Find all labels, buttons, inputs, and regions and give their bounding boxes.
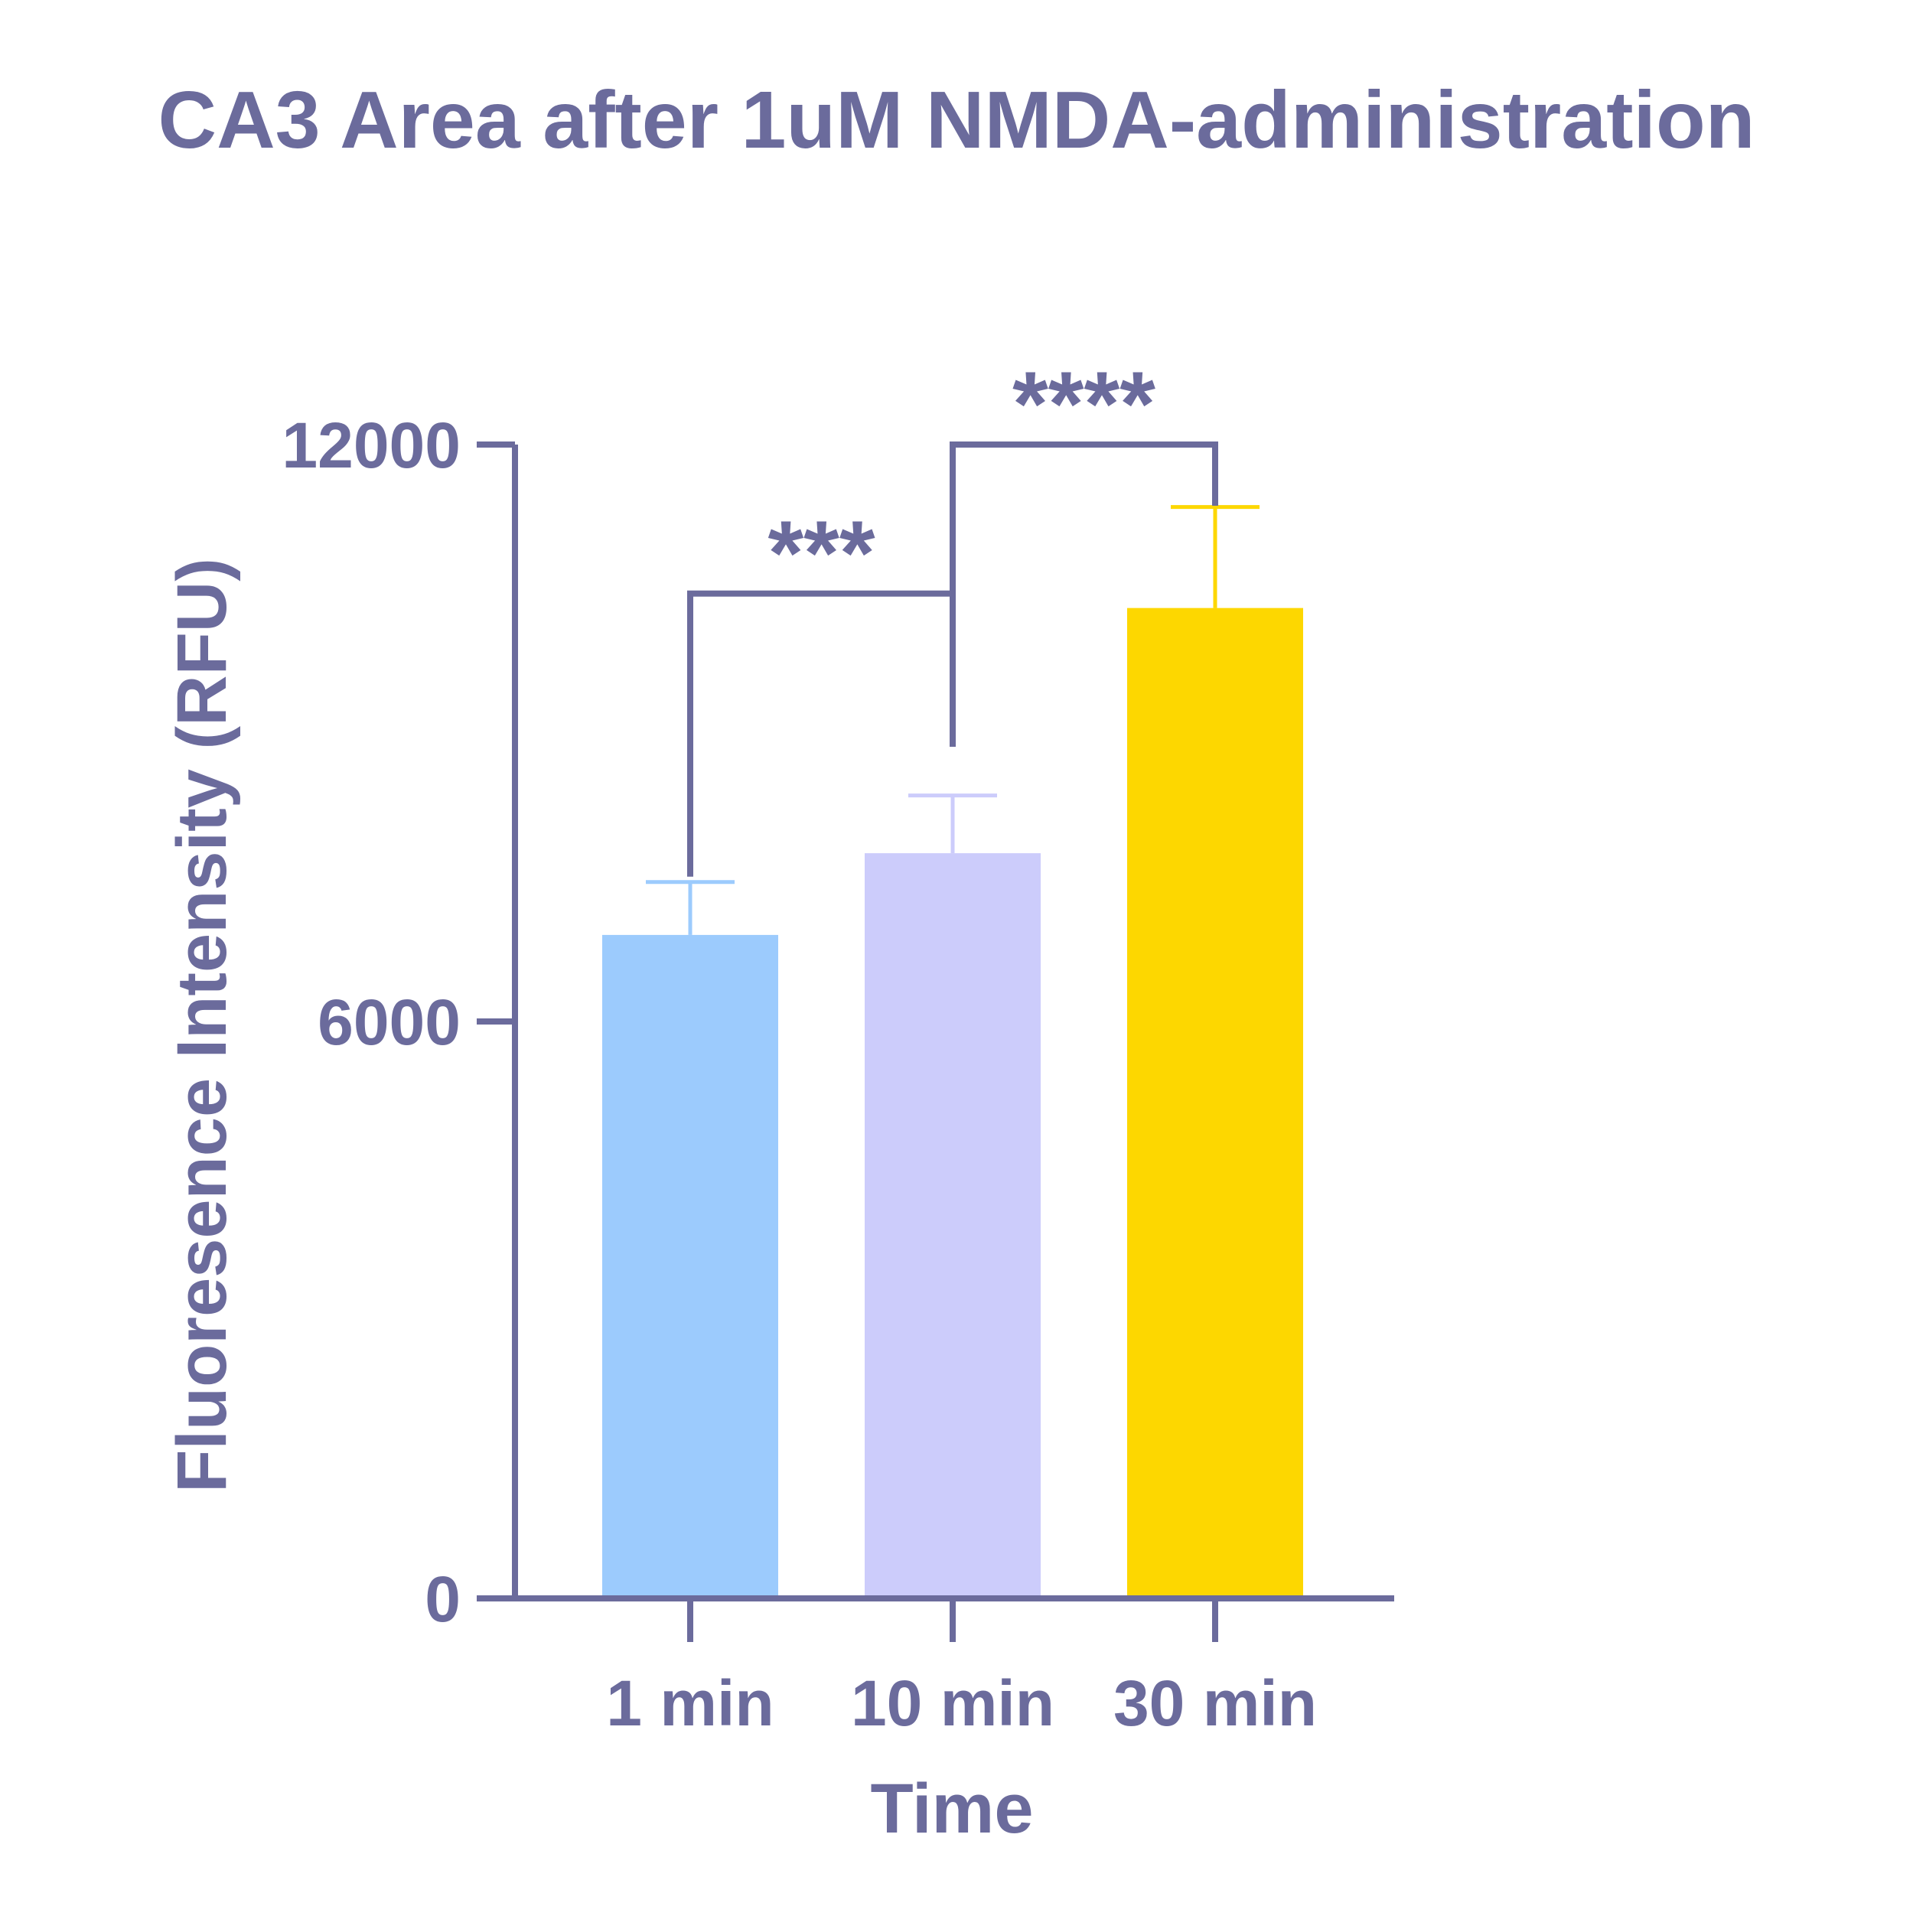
chart-title: CA3 Area after 1uM NMDA-administration	[158, 75, 1755, 165]
y-tick-label-2: 12000	[282, 409, 461, 481]
bar-2	[865, 853, 1041, 1598]
significance-label-1: ***	[767, 502, 875, 604]
significance-bracket-2	[950, 441, 1218, 747]
x-tick-label-0: 1 min	[606, 1667, 774, 1739]
x-tick-label-1: 10 min	[851, 1667, 1054, 1739]
bar-1	[602, 934, 778, 1598]
y-axis-label: Fluoresence Intensity (RFU)	[163, 558, 241, 1493]
bar-3	[1127, 608, 1303, 1599]
significance-label-2: ****	[1012, 353, 1155, 455]
y-tick-label-1: 6000	[318, 986, 461, 1058]
y-tick-label-0: 0	[425, 1563, 461, 1635]
x-axis-label: Time	[870, 1770, 1033, 1848]
x-tick-label-2: 30 min	[1113, 1667, 1317, 1739]
significance-bracket-1	[687, 590, 956, 877]
